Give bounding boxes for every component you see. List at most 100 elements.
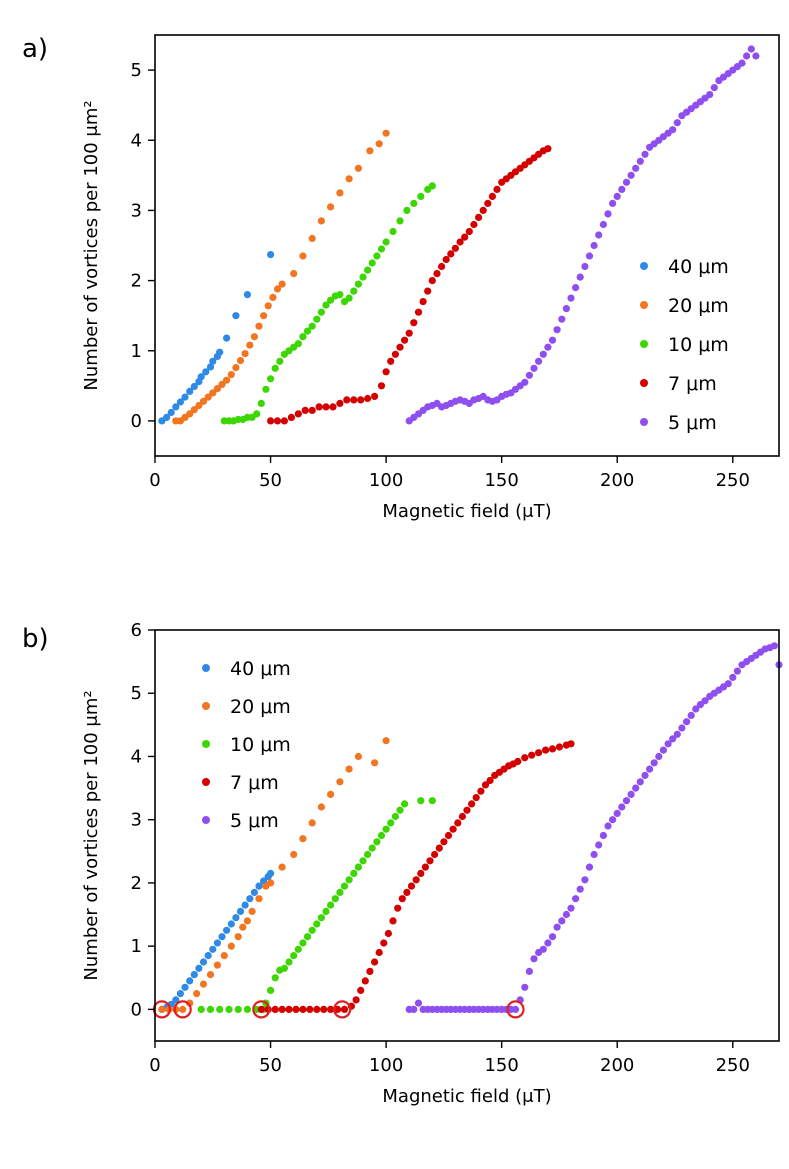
data-point: [553, 923, 561, 931]
data-point: [396, 217, 404, 225]
data-point: [181, 393, 189, 401]
data-point: [659, 746, 668, 754]
data-point: [368, 844, 376, 852]
legend-label: 10 μm: [230, 734, 291, 756]
legend-marker: [640, 379, 648, 387]
data-point: [317, 914, 325, 922]
data-point: [303, 327, 312, 335]
y-tick-label: 6: [131, 620, 142, 641]
data-point: [461, 233, 469, 241]
data-point: [447, 250, 455, 258]
data-point: [345, 294, 353, 302]
data-point: [290, 952, 298, 960]
data-point: [539, 350, 547, 358]
data-point: [345, 765, 353, 773]
data-point: [627, 171, 635, 179]
data-point: [225, 1005, 233, 1014]
data-point: [576, 885, 584, 893]
data-point: [678, 724, 686, 732]
data-point: [267, 375, 275, 383]
data-point: [350, 396, 358, 404]
data-point: [248, 907, 256, 916]
data-point: [172, 403, 180, 411]
data-point: [206, 971, 215, 979]
data-point: [209, 389, 217, 397]
data-point: [426, 857, 434, 865]
legend-label: 40 μm: [230, 658, 291, 680]
data-point: [267, 869, 275, 878]
data-point: [387, 819, 395, 827]
data-point: [377, 245, 386, 253]
data-point: [377, 382, 386, 390]
data-point: [613, 809, 621, 818]
data-point: [239, 923, 247, 931]
legend-marker: [640, 301, 648, 309]
data-point: [327, 296, 335, 304]
data-point: [232, 364, 240, 372]
data-point: [264, 302, 272, 310]
data-points: [158, 45, 760, 425]
y-tick-label: 3: [131, 200, 142, 221]
data-point: [655, 752, 663, 761]
data-point: [213, 385, 221, 393]
data-point: [391, 812, 399, 821]
legend-label: 5 μm: [230, 810, 279, 832]
x-axis-label: Magnetic field (μT): [382, 501, 551, 522]
data-point: [484, 199, 492, 207]
data-point: [364, 394, 372, 403]
data-point: [382, 129, 390, 137]
data-point: [220, 952, 228, 960]
data-point: [535, 357, 543, 365]
data-point: [308, 819, 316, 827]
series-4: [405, 45, 760, 425]
data-point: [322, 403, 330, 411]
data-point: [618, 185, 626, 193]
y-tick-label: 5: [131, 60, 142, 81]
data-point: [572, 895, 580, 903]
data-point: [407, 882, 416, 890]
data-point: [521, 983, 529, 991]
data-point: [299, 1005, 307, 1014]
axes-frame: [154, 34, 780, 457]
data-point: [387, 357, 395, 365]
data-point: [197, 373, 205, 381]
data-point: [419, 298, 427, 306]
data-point: [232, 914, 240, 922]
data-point: [176, 990, 184, 998]
x-tick-label: 150: [484, 1055, 518, 1076]
legend-marker: [202, 702, 210, 710]
data-point: [669, 126, 677, 134]
data-point: [514, 757, 522, 766]
data-point: [271, 1005, 279, 1014]
data-point: [313, 315, 321, 323]
data-point: [336, 189, 344, 197]
series-2: [220, 182, 436, 425]
data-point: [350, 287, 358, 295]
data-point: [246, 341, 254, 349]
data-points: [158, 642, 783, 1014]
legend-marker: [640, 340, 648, 348]
data-point: [465, 227, 473, 236]
data-point: [382, 368, 390, 376]
data-point: [204, 393, 212, 401]
data-point: [267, 251, 275, 259]
data-point: [340, 1005, 349, 1014]
data-point: [581, 876, 589, 884]
data-point: [417, 192, 425, 200]
data-point: [243, 917, 251, 925]
data-point: [377, 831, 386, 840]
data-point: [442, 255, 450, 264]
data-point: [468, 800, 476, 808]
data-point: [246, 895, 254, 903]
data-point: [257, 399, 265, 407]
data-point: [683, 718, 691, 726]
data-point: [327, 790, 335, 799]
data-point: [609, 199, 617, 207]
data-point: [271, 364, 279, 372]
data-point: [359, 273, 367, 281]
data-point: [530, 364, 538, 372]
data-point: [186, 387, 194, 395]
data-point: [692, 705, 700, 713]
data-point: [599, 831, 608, 840]
data-point: [336, 778, 344, 786]
